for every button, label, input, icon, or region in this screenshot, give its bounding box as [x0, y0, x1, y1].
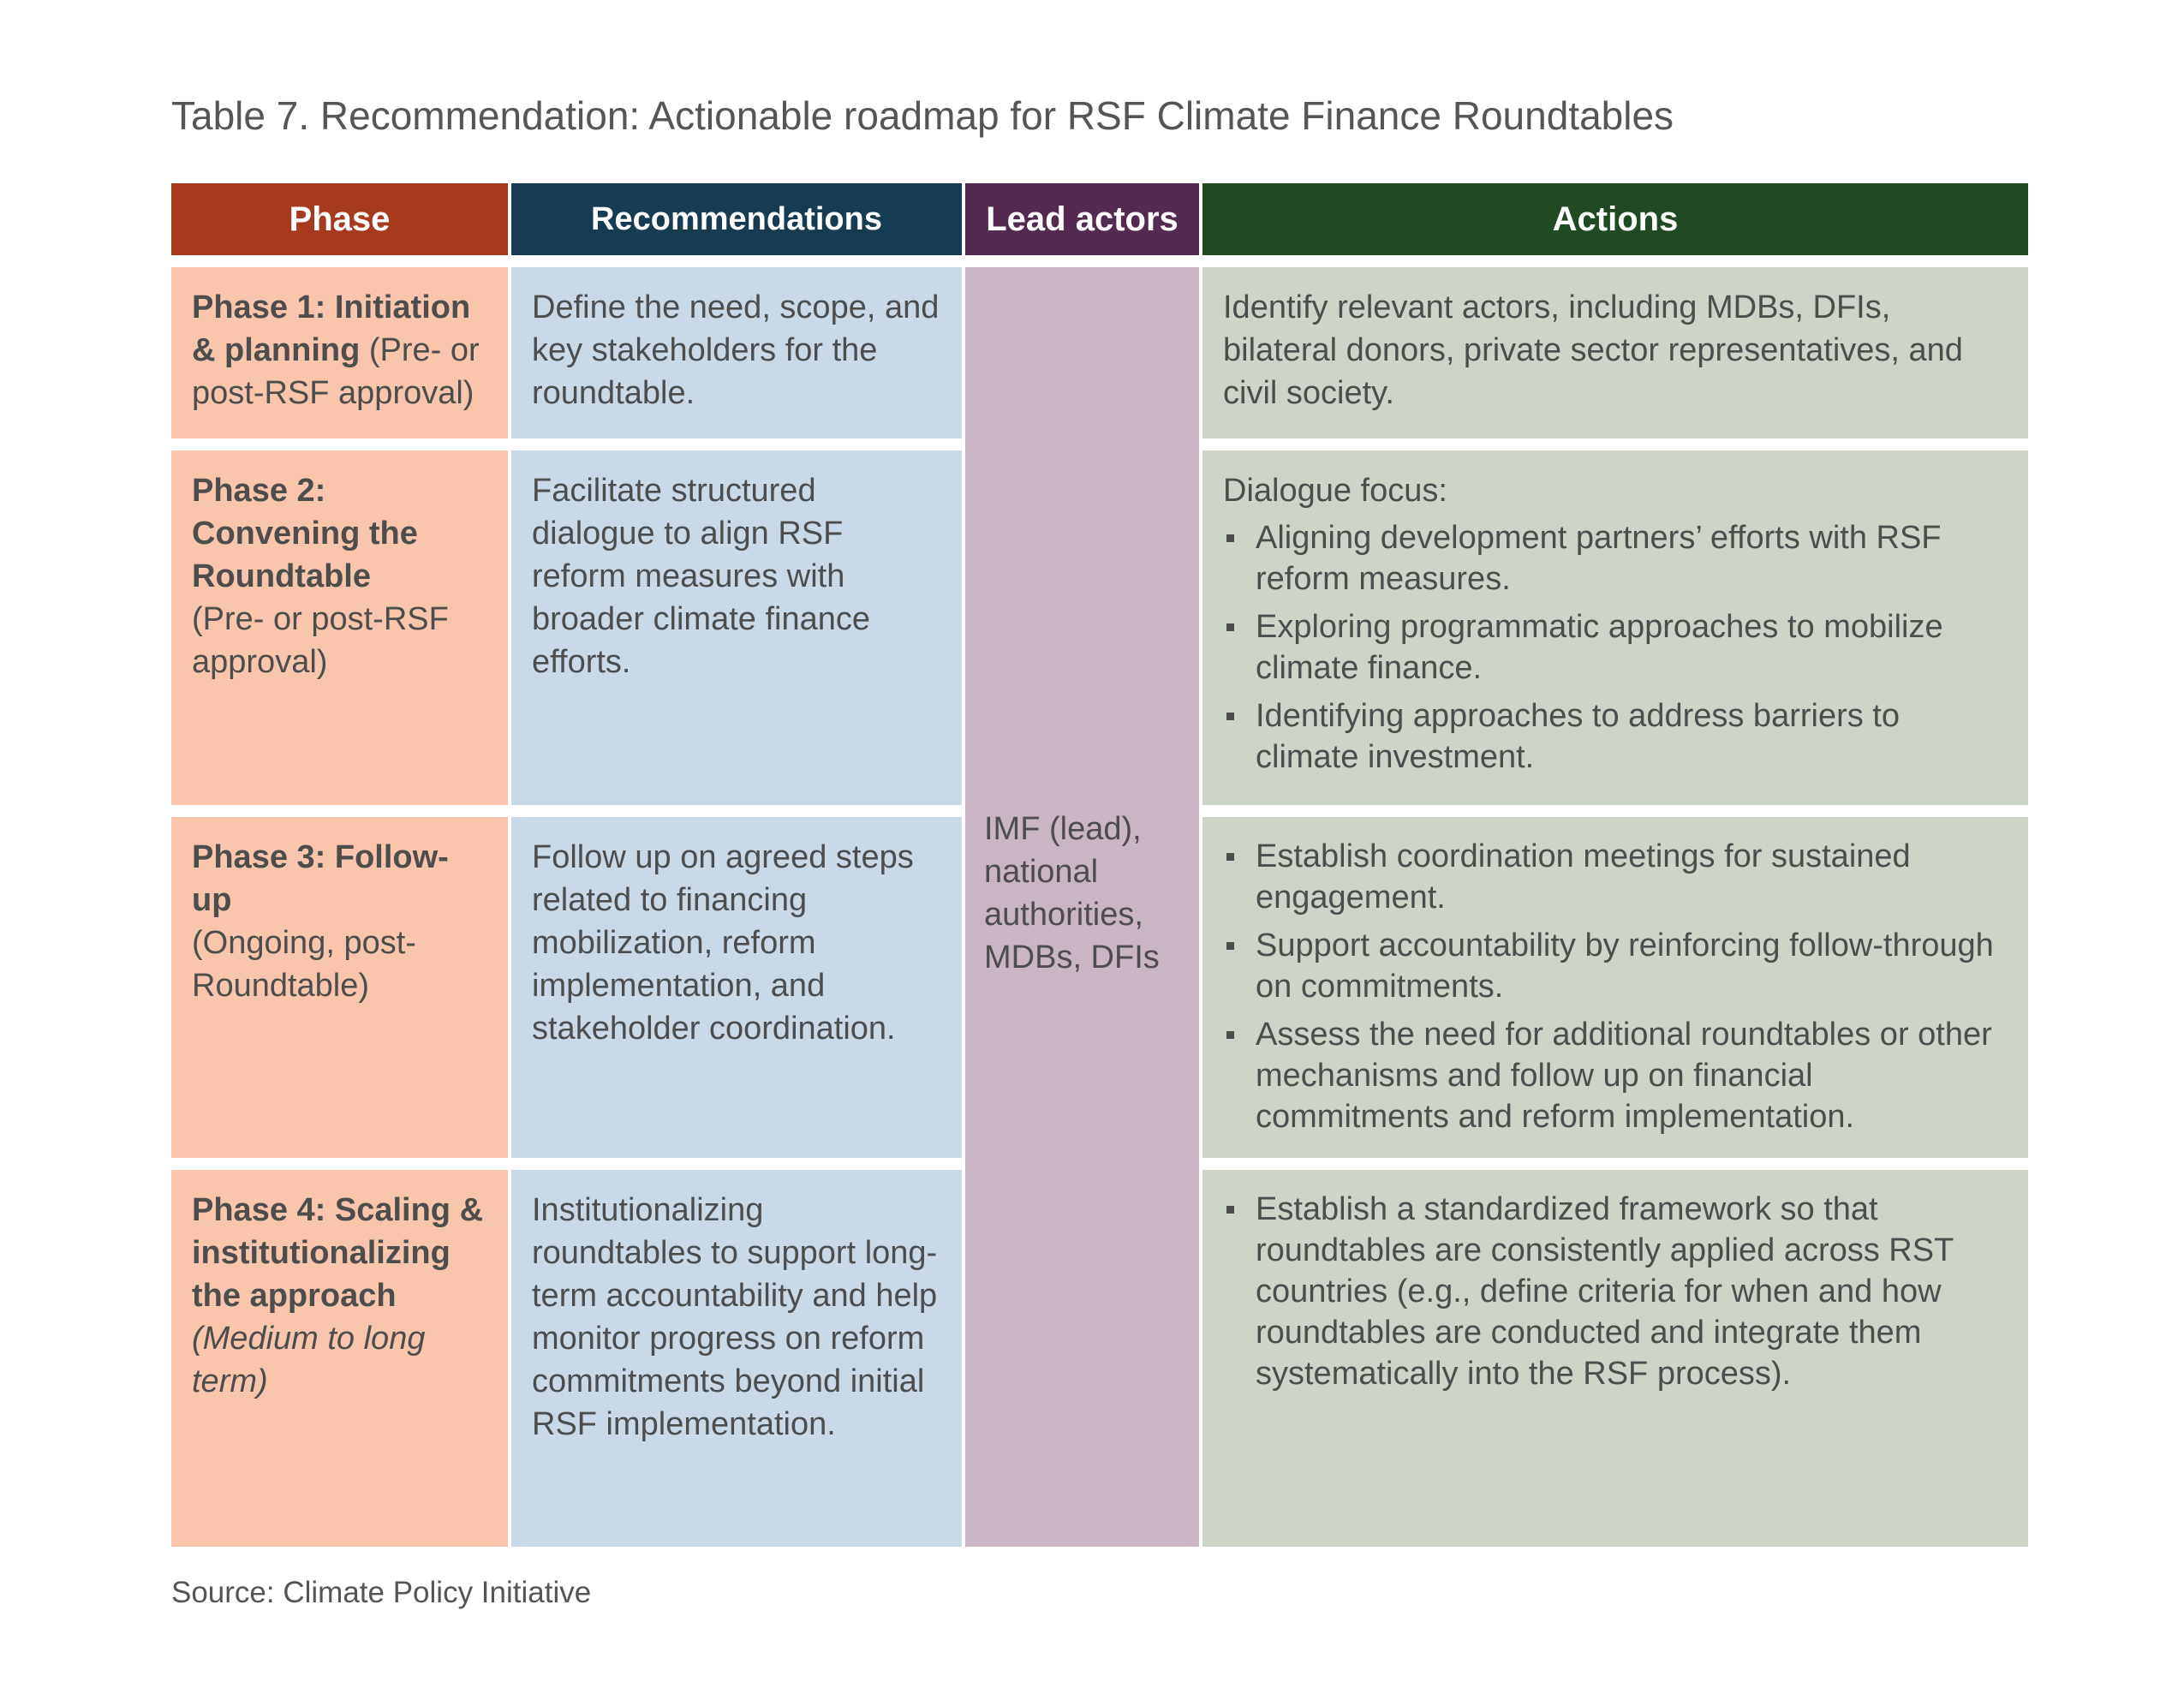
- phase-title: Phase 1: Initiation & planning: [192, 289, 471, 368]
- dialogue-focus-label: Dialogue focus:: [1223, 473, 1447, 509]
- actions-list: Establish coordination meetings for sust…: [1223, 836, 2008, 1137]
- recommendation-text: Facilitate structured dialogue to align …: [532, 473, 870, 680]
- table-caption: Table 7. Recommendation: Actionable road…: [171, 93, 1674, 138]
- actions-list: Aligning development partners’ efforts w…: [1223, 517, 2008, 778]
- recommendation-text: Define the need, scope, and key stakehol…: [532, 289, 940, 411]
- list-item: Exploring programmatic approaches to mob…: [1223, 606, 2008, 689]
- recommendation-1-cell: Define the need, scope, and key stakehol…: [511, 267, 962, 438]
- actions-list: Establish a standardized framework so th…: [1223, 1189, 2008, 1394]
- actions-4-cell: Establish a standardized framework so th…: [1202, 1170, 2028, 1547]
- source-note: Source: Climate Policy Initiative: [171, 1576, 592, 1609]
- actions-3-cell: Establish coordination meetings for sust…: [1202, 817, 2028, 1158]
- phase-4-cell: Phase 4: Scaling & institutionalizing th…: [171, 1170, 508, 1547]
- phase-timing: (Pre- or post-RSF approval): [192, 332, 480, 411]
- roadmap-table: Phase Recommendations Lead actors Action…: [171, 183, 2028, 1548]
- phase-title: Phase 2: Convening the Roundtable: [192, 473, 418, 594]
- lead-actors-line: national: [984, 854, 1099, 890]
- header-lead-actors: Lead actors: [965, 183, 1199, 255]
- actions-text: Identify relevant actors, including MDBs…: [1223, 289, 1963, 411]
- phase-2-cell: Phase 2: Convening the Roundtable (Pre- …: [171, 450, 508, 805]
- list-item: Establish a standardized framework so th…: [1223, 1189, 2008, 1394]
- lead-actors-line: MDBs, DFIs: [984, 939, 1160, 975]
- phase-3-cell: Phase 3: Follow-up (Ongoing, post-Roundt…: [171, 817, 508, 1158]
- recommendation-text: Institutionalizing roundtables to suppor…: [532, 1192, 938, 1442]
- lead-actors-line: authorities,: [984, 897, 1143, 933]
- actions-2-cell: Dialogue focus: Aligning development par…: [1202, 450, 2028, 805]
- list-item: Support accountability by reinforcing fo…: [1223, 925, 2008, 1007]
- phase-timing: (Ongoing, post-Roundtable): [192, 925, 416, 1004]
- header-recommendations: Recommendations: [511, 183, 962, 255]
- phase-timing: (Medium to long term): [192, 1321, 426, 1399]
- header-phase: Phase: [171, 183, 508, 255]
- lead-actors-line: IMF (lead),: [984, 811, 1142, 847]
- actions-1-cell: Identify relevant actors, including MDBs…: [1202, 267, 2028, 438]
- list-item: Assess the need for additional roundtabl…: [1223, 1014, 2008, 1137]
- phase-title: Phase 4: Scaling & institutionalizing th…: [192, 1192, 484, 1314]
- phase-title: Phase 3: Follow-up: [192, 839, 449, 918]
- phase-1-cell: Phase 1: Initiation & planning (Pre- or …: [171, 267, 508, 438]
- recommendation-3-cell: Follow up on agreed steps related to fin…: [511, 817, 962, 1158]
- list-item: Aligning development partners’ efforts w…: [1223, 517, 2008, 599]
- header-actions: Actions: [1202, 183, 2028, 255]
- lead-actors-cell: IMF (lead), national authorities, MDBs, …: [965, 267, 1199, 1547]
- list-item: Establish coordination meetings for sust…: [1223, 836, 2008, 918]
- recommendation-2-cell: Facilitate structured dialogue to align …: [511, 450, 962, 805]
- recommendation-4-cell: Institutionalizing roundtables to suppor…: [511, 1170, 962, 1547]
- recommendation-text: Follow up on agreed steps related to fin…: [532, 839, 914, 1047]
- list-item: Identifying approaches to address barrie…: [1223, 695, 2008, 778]
- phase-timing: (Pre- or post-RSF approval): [192, 601, 449, 680]
